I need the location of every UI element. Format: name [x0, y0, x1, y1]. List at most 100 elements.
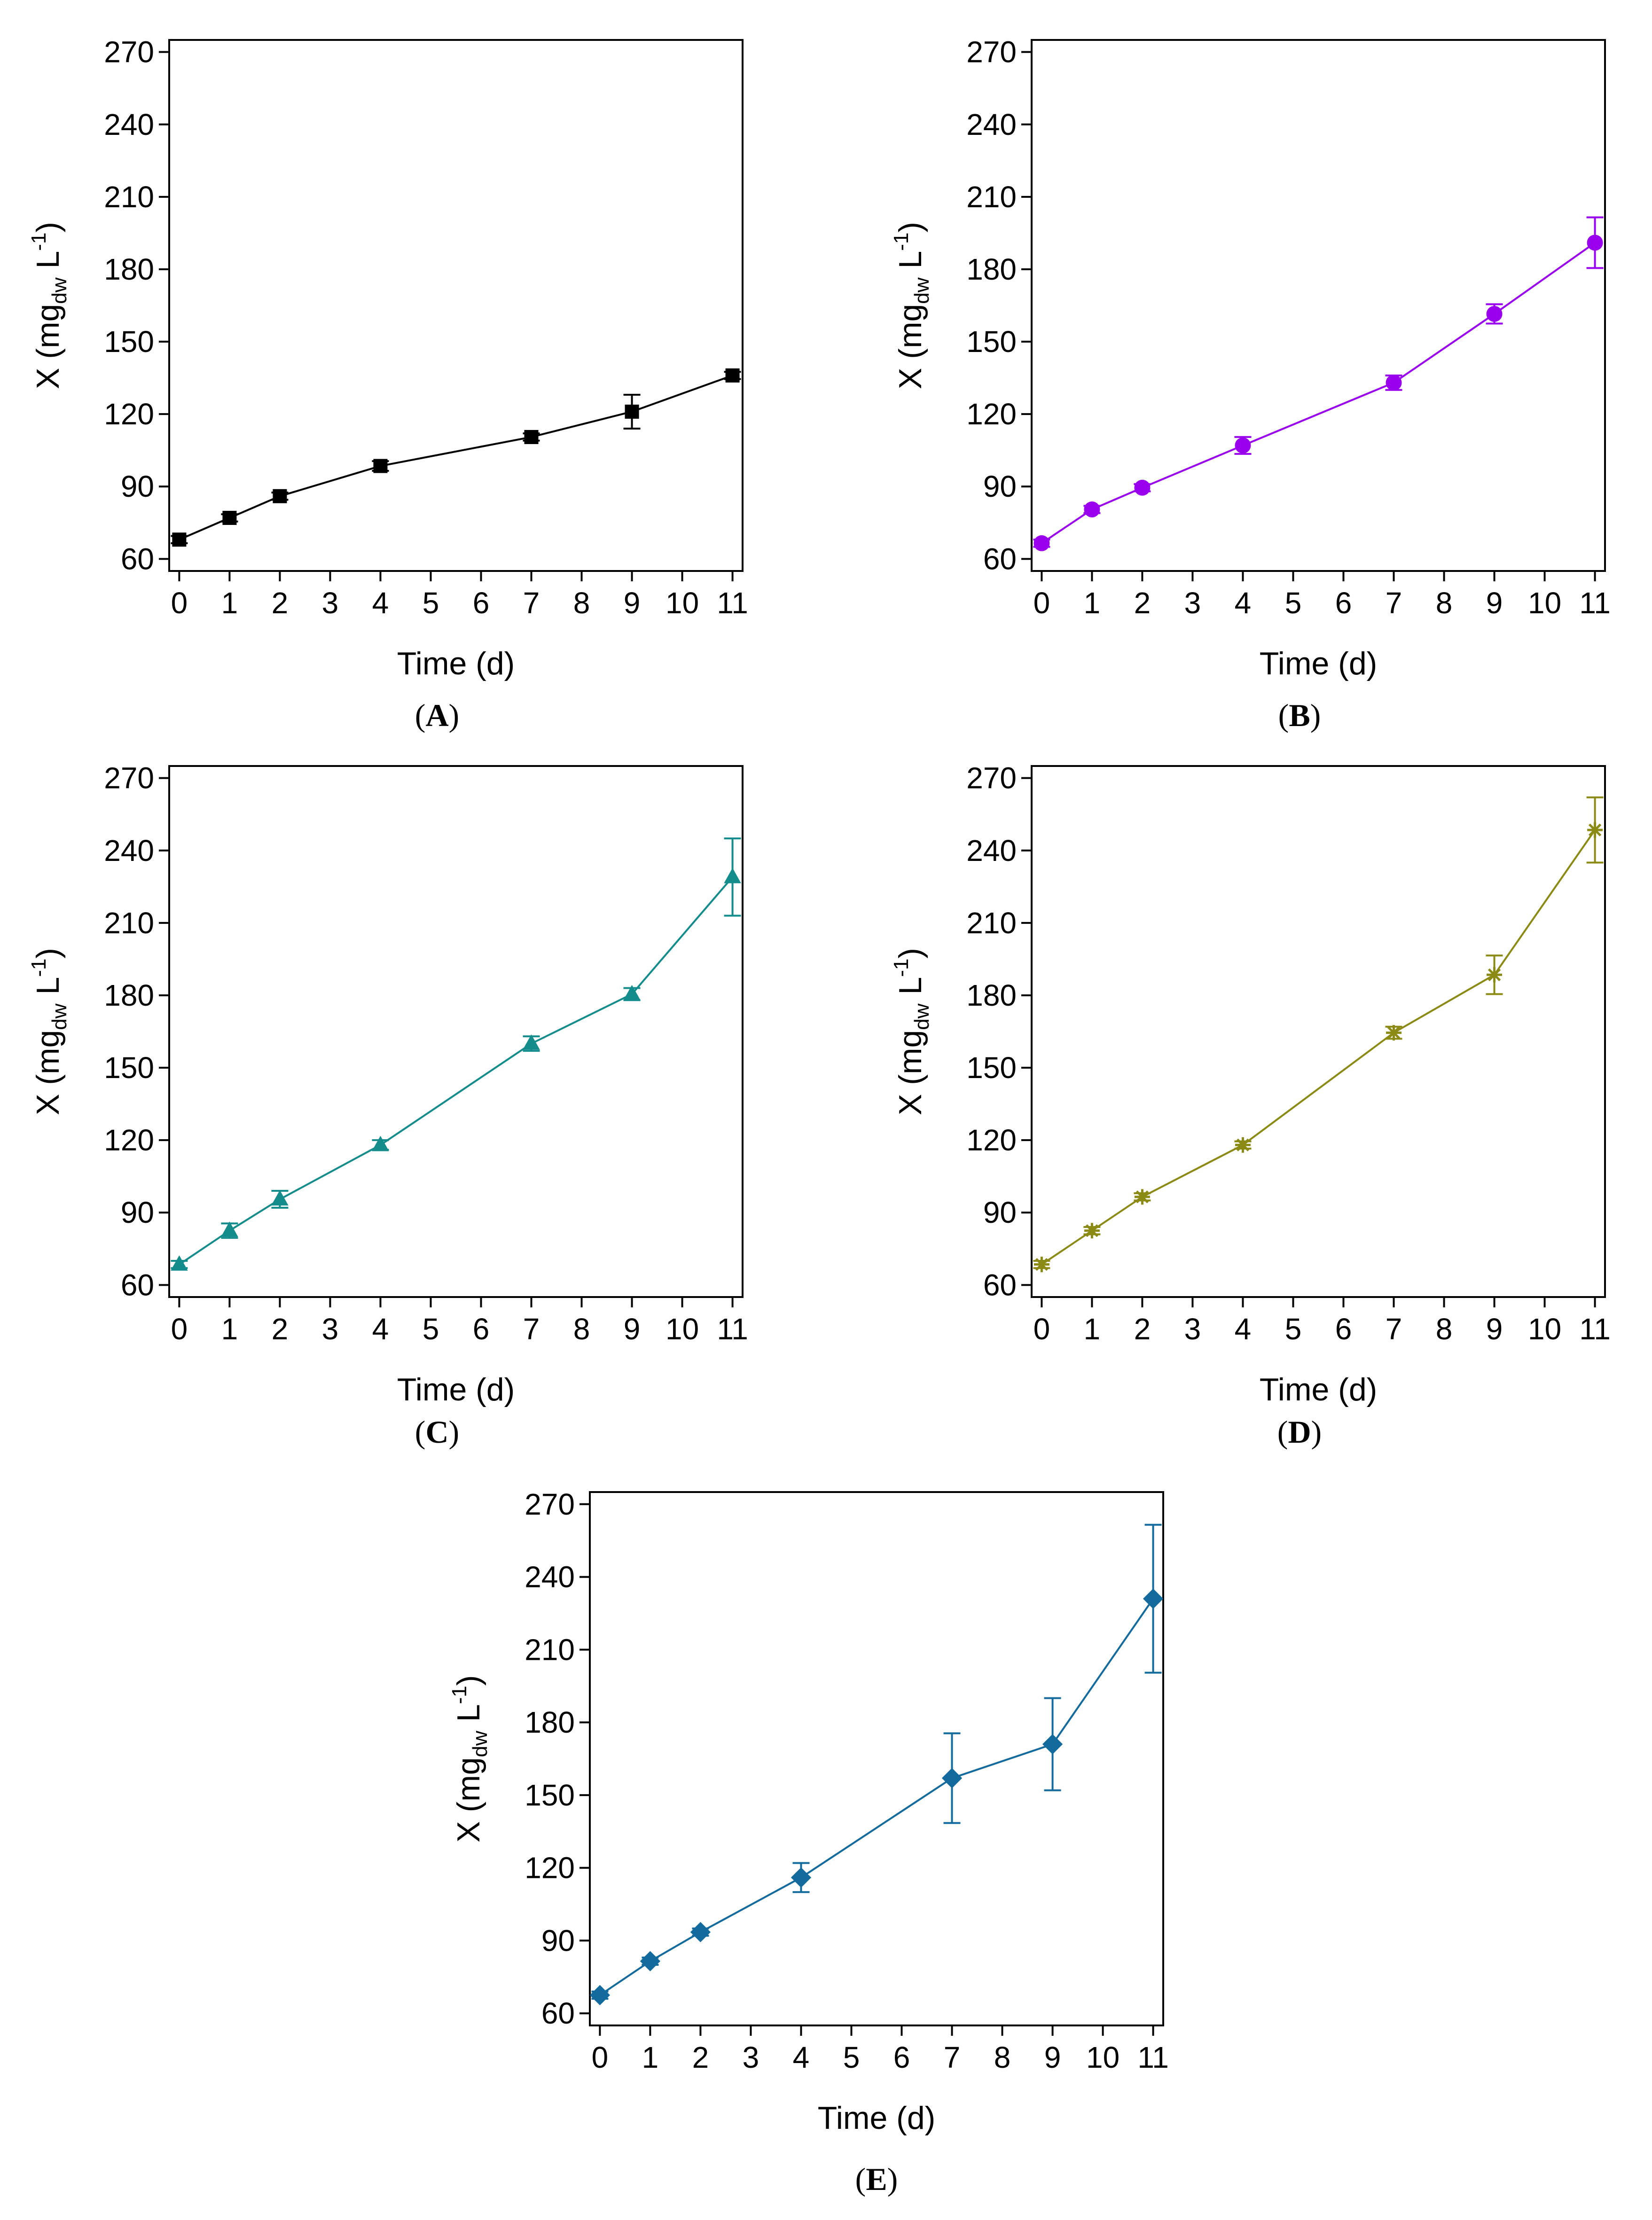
x-tick-label: 11 [717, 586, 748, 620]
x-tick-label: 0 [1033, 586, 1050, 620]
y-tick-label: 150 [104, 325, 154, 359]
x-tick-label: 6 [1335, 586, 1352, 620]
y-tick-label: 90 [983, 1196, 1017, 1229]
data-point [1033, 535, 1050, 551]
x-tick-label: 5 [1285, 586, 1302, 620]
y-tick-label: 240 [966, 108, 1017, 141]
y-tick-label: 120 [966, 397, 1017, 431]
panel-label: (C) [415, 1414, 459, 1450]
data-point [1487, 967, 1503, 983]
x-tick-label: 5 [1285, 1312, 1302, 1346]
x-tick-label: 0 [592, 2040, 609, 2074]
y-axis-title: X (mgdw L-1) [448, 1675, 492, 1842]
data-point [1587, 822, 1603, 838]
y-tick-label: 120 [104, 397, 154, 431]
x-tick-label: 5 [843, 2040, 860, 2074]
data-point [271, 1190, 289, 1206]
x-tick-label: 0 [171, 586, 188, 620]
y-tick-label: 120 [966, 1123, 1017, 1157]
y-tick-label: 210 [966, 180, 1017, 214]
data-point [623, 985, 641, 1001]
y-tick-label: 60 [983, 1268, 1017, 1302]
data-point [640, 1951, 661, 1971]
data-point [273, 489, 287, 503]
x-tick-label: 2 [1134, 586, 1151, 620]
y-tick-label: 180 [966, 252, 1017, 286]
plot-frame [168, 39, 744, 572]
data-point [690, 1922, 711, 1942]
plot-frame [589, 1491, 1164, 2026]
data-point [625, 405, 639, 419]
y-tick-label: 240 [104, 834, 154, 868]
panel-label: (D) [1277, 1414, 1322, 1450]
series-line [179, 375, 733, 541]
data-point [1486, 305, 1503, 322]
data-point [941, 1768, 963, 1789]
chart-panel-a: 0 1 2 3 4 5 6 7 8 9 10 11 60 90 120 150 180 210 240 270 Time… [27, 35, 748, 733]
x-tick-label: 10 [1528, 586, 1561, 620]
data-point [1134, 1189, 1150, 1205]
y-tick-label: 120 [104, 1123, 154, 1157]
x-tick-label: 9 [1486, 586, 1503, 620]
series-line [1041, 242, 1596, 544]
x-tick-label: 2 [1134, 1312, 1151, 1346]
x-tick-label: 11 [1137, 2040, 1168, 2074]
x-tick-label: 2 [272, 1312, 289, 1346]
x-tick-label: 11 [717, 1312, 748, 1346]
x-tick-label: 11 [1579, 1312, 1610, 1346]
x-tick-label: 0 [1033, 1312, 1050, 1346]
data-point [524, 430, 539, 444]
x-tick-label: 10 [665, 1312, 699, 1346]
x-tick-label: 10 [665, 586, 699, 620]
x-tick-label: 4 [793, 2040, 810, 2074]
data-point [791, 1867, 812, 1888]
y-tick-label: 270 [525, 1487, 575, 1521]
y-tick-label: 210 [966, 906, 1017, 940]
x-tick-label: 3 [322, 1312, 339, 1346]
data-point [1235, 1137, 1251, 1153]
y-tick-label: 240 [104, 108, 154, 141]
panel-label: (E) [855, 2161, 898, 2197]
x-tick-label: 2 [272, 586, 289, 620]
data-point [523, 1034, 540, 1050]
chart-panel-c: 0 1 2 3 4 5 6 7 8 9 10 11 60 90 120 150 180 210 240 270 Time… [27, 761, 748, 1450]
y-tick-label: 270 [104, 35, 154, 69]
y-tick-label: 90 [121, 1196, 154, 1229]
y-tick-label: 180 [525, 1705, 575, 1739]
x-tick-label: 0 [171, 1312, 188, 1346]
y-tick-label: 150 [966, 325, 1017, 359]
x-axis-title: Time (d) [818, 2100, 936, 2136]
x-tick-label: 8 [1436, 586, 1453, 620]
x-axis-title: Time (d) [397, 646, 515, 681]
x-tick-label: 1 [642, 2040, 659, 2074]
data-point [172, 532, 187, 547]
y-tick-label: 90 [121, 469, 154, 503]
x-tick-label: 6 [1335, 1312, 1352, 1346]
y-tick-label: 120 [525, 1851, 575, 1885]
data-point [1033, 1257, 1049, 1273]
x-tick-label: 6 [473, 1312, 490, 1346]
x-tick-label: 8 [573, 1312, 590, 1346]
data-point [372, 1135, 389, 1151]
data-point [1084, 501, 1100, 518]
x-tick-label: 11 [1579, 586, 1610, 620]
y-axis-title: X (mgdw L-1) [890, 222, 933, 389]
x-tick-label: 9 [624, 586, 641, 620]
x-tick-label: 4 [1235, 1312, 1252, 1346]
y-tick-label: 210 [525, 1633, 575, 1666]
y-tick-label: 150 [525, 1778, 575, 1812]
panel-label: (B) [1278, 697, 1321, 733]
x-tick-label: 3 [322, 586, 339, 620]
x-tick-label: 3 [1184, 1312, 1201, 1346]
y-tick-label: 60 [121, 542, 154, 576]
data-point [221, 1221, 238, 1237]
y-tick-label: 270 [966, 35, 1017, 69]
y-tick-label: 150 [104, 1051, 154, 1085]
x-tick-label: 4 [1235, 586, 1252, 620]
x-tick-label: 3 [1184, 586, 1201, 620]
x-tick-label: 8 [994, 2040, 1011, 2074]
y-tick-label: 180 [104, 252, 154, 286]
chart-panel-b: 0 1 2 3 4 5 6 7 8 9 10 11 60 90 120 150 180 210 240 270 Time… [890, 35, 1611, 733]
y-tick-label: 180 [966, 978, 1017, 1012]
x-axis-title: Time (d) [1260, 646, 1378, 681]
